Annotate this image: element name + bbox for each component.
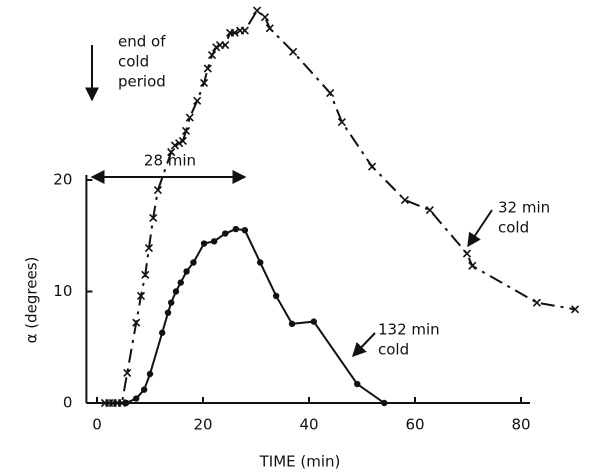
- dot-marker: [222, 230, 229, 237]
- dot-marker: [288, 320, 296, 328]
- x-marker: [167, 148, 176, 157]
- x-marker: [532, 298, 541, 307]
- dot-marker: [122, 399, 130, 407]
- y-tick-label: 20: [53, 171, 72, 189]
- x-marker: [132, 318, 141, 327]
- pointer-132: [352, 332, 376, 358]
- y-tick-label: 10: [53, 282, 72, 300]
- x-marker: [170, 141, 179, 150]
- dot-marker: [190, 259, 197, 266]
- dot-marker: [133, 395, 140, 402]
- x-marker: [221, 41, 230, 50]
- x-marker: [185, 113, 194, 122]
- x-marker: [207, 51, 217, 60]
- x-marker: [141, 270, 150, 279]
- x-marker: [203, 64, 212, 73]
- x-tick-label: 0: [92, 416, 102, 434]
- x-marker: [144, 243, 154, 253]
- x-marker: [337, 117, 346, 127]
- x-marker: [193, 96, 202, 105]
- x-marker: [468, 261, 477, 270]
- dot-marker: [210, 238, 218, 245]
- dot-marker: [310, 318, 317, 325]
- x-marker: [230, 28, 239, 37]
- series-line: [125, 228, 385, 404]
- annotation: 28 min: [144, 152, 196, 170]
- pointer-32: [467, 209, 493, 248]
- dot-marker: [200, 240, 208, 247]
- annotation: period: [118, 73, 166, 91]
- dot-marker: [168, 299, 175, 306]
- x-axis-label: TIME (min): [259, 453, 341, 471]
- dot-marker: [257, 259, 264, 266]
- x-marker: [123, 368, 132, 377]
- x-marker: [178, 136, 187, 146]
- x-marker: [425, 206, 434, 215]
- annotation: cold: [498, 219, 529, 237]
- x-marker: [289, 47, 298, 56]
- x-tick-label: 60: [405, 416, 424, 434]
- dot-marker: [183, 268, 190, 275]
- x-marker: [400, 196, 409, 205]
- x-marker: [260, 13, 270, 22]
- dot-marker: [172, 288, 180, 295]
- dot-marker: [272, 292, 280, 300]
- x-marker: [570, 305, 580, 314]
- dot-marker: [164, 309, 172, 316]
- dot-marker: [354, 380, 361, 388]
- x-marker: [136, 291, 146, 301]
- annotation: end of: [118, 33, 166, 51]
- x-tick-label: 80: [511, 416, 530, 434]
- annotation: 132 min: [378, 321, 440, 339]
- y-tick-label: 0: [63, 394, 73, 412]
- annotation: cold: [378, 341, 409, 359]
- y-axis-label: α (degrees): [23, 257, 41, 344]
- x-marker: [212, 43, 221, 52]
- x-marker: [326, 88, 335, 98]
- x-marker: [175, 139, 184, 148]
- dot-marker: [140, 386, 148, 393]
- x-marker: [181, 126, 191, 136]
- dot-marker: [158, 329, 166, 336]
- x-marker: [265, 24, 274, 33]
- x-marker: [240, 26, 249, 35]
- x-marker: [149, 213, 158, 222]
- x-tick-label: 40: [299, 416, 318, 434]
- x-tick-label: 20: [193, 416, 212, 434]
- x-marker: [368, 162, 377, 171]
- dot-marker: [381, 399, 388, 407]
- x-marker: [462, 249, 472, 258]
- x-marker: [153, 185, 163, 195]
- x-marker: [199, 78, 209, 88]
- dot-marker: [241, 226, 249, 234]
- dot-marker: [177, 279, 184, 286]
- series-line: [104, 9, 576, 404]
- dot-marker: [232, 225, 240, 233]
- annotation: 32 min: [498, 199, 550, 217]
- x-marker: [252, 6, 262, 15]
- dot-marker: [146, 370, 154, 378]
- annotation: cold: [118, 53, 149, 71]
